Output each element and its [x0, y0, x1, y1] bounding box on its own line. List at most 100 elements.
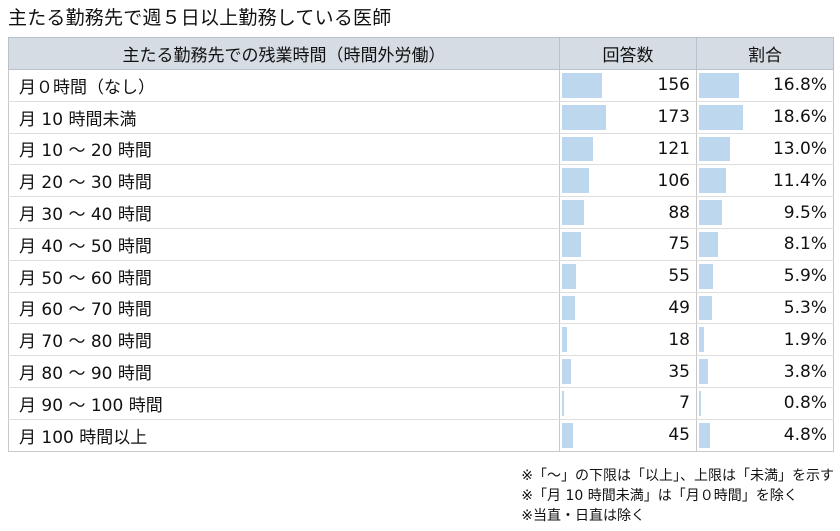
- footnote: ※「月 10 時間未満」は「月０時間」を除く: [521, 488, 798, 504]
- cell-count: 45: [559, 419, 697, 452]
- cell-ratio: 3.8%: [696, 355, 834, 388]
- cell-ratio: 1.9%: [696, 323, 834, 357]
- cell-ratio: 5.3%: [696, 291, 834, 325]
- cell-count: 18: [559, 323, 697, 357]
- data-bar-count: [562, 422, 574, 448]
- row-label: 月 40 ～ 50 時間: [8, 228, 560, 261]
- cell-count: 75: [559, 228, 697, 261]
- footnotes: ※「～」の下限は「以上」、上限は「未満」を示す ※「月 10 時間未満」は「月０…: [521, 466, 834, 526]
- value-ratio: 0.8%: [783, 393, 827, 414]
- header-category: 主たる勤務先での残業時間（時間外労働）: [8, 37, 560, 70]
- table-row: 月 100 時間以上 45 4.8%: [8, 419, 834, 452]
- data-bar-ratio: [699, 168, 726, 194]
- value-count: 121: [657, 138, 690, 159]
- cell-ratio: 9.5%: [696, 196, 834, 229]
- cell-count: 173: [559, 101, 697, 134]
- table-row: 月０時間（なし） 156 16.8%: [8, 69, 834, 102]
- value-count: 106: [657, 170, 690, 191]
- cell-ratio: 16.8%: [696, 69, 834, 102]
- data-bar-ratio: [699, 359, 708, 384]
- table-row: 月 60 ～ 70 時間 49 5.3%: [8, 291, 834, 325]
- row-label: 月０時間（なし）: [8, 69, 560, 102]
- value-ratio: 5.3%: [783, 297, 827, 318]
- row-label: 月 80 ～ 90 時間: [8, 355, 560, 388]
- cell-count: 7: [559, 387, 697, 420]
- data-bar-ratio: [699, 390, 701, 416]
- value-ratio: 1.9%: [783, 329, 827, 350]
- table-row: 月 30 ～ 40 時間 88 9.5%: [8, 196, 834, 229]
- row-label: 月 70 ～ 80 時間: [8, 323, 560, 357]
- data-bar-count: [562, 231, 582, 257]
- table-header-row: 主たる勤務先での残業時間（時間外労働） 回答数 割合: [8, 37, 834, 70]
- row-label: 月 20 ～ 30 時間: [8, 164, 560, 198]
- value-count: 7: [679, 393, 690, 414]
- data-bar-count: [562, 263, 576, 289]
- value-count: 18: [668, 329, 690, 350]
- header-count: 回答数: [559, 37, 697, 70]
- row-label: 月 30 ～ 40 時間: [8, 196, 560, 229]
- row-label: 月 60 ～ 70 時間: [8, 291, 560, 325]
- table-row: 月 40 ～ 50 時間 75 8.1%: [8, 228, 834, 261]
- table-row: 月 80 ～ 90 時間 35 3.8%: [8, 355, 834, 388]
- data-bar-count: [562, 295, 575, 321]
- data-bar-count: [562, 73, 602, 98]
- data-bar-count: [562, 200, 585, 225]
- cell-count: 55: [559, 260, 697, 293]
- cell-ratio: 4.8%: [696, 419, 834, 452]
- table-row: 月 20 ～ 30 時間 106 11.4%: [8, 164, 834, 198]
- data-bar-ratio: [699, 422, 711, 448]
- value-ratio: 5.9%: [783, 266, 827, 287]
- cell-count: 106: [559, 164, 697, 198]
- cell-count: 121: [559, 132, 697, 166]
- table-row: 月 10 ～ 20 時間 121 13.0%: [8, 132, 834, 166]
- data-bar-count: [562, 359, 571, 384]
- footnote: ※当直・日直は除く: [521, 508, 645, 524]
- table-row: 月 50 ～ 60 時間 55 5.9%: [8, 260, 834, 293]
- row-label: 月 100 時間以上: [8, 419, 560, 452]
- data-bar-ratio: [699, 73, 739, 98]
- data-bar-count: [562, 390, 564, 416]
- cell-ratio: 11.4%: [696, 164, 834, 198]
- row-label: 月 50 ～ 60 時間: [8, 260, 560, 293]
- value-ratio: 9.5%: [783, 202, 827, 223]
- data-bar-ratio: [699, 136, 730, 162]
- data-bar-ratio: [699, 104, 743, 130]
- value-ratio: 8.1%: [783, 234, 827, 255]
- value-ratio: 16.8%: [772, 75, 827, 96]
- data-bar-count: [562, 136, 593, 162]
- cell-count: 88: [559, 196, 697, 229]
- cell-count: 49: [559, 291, 697, 325]
- table-row: 月 90 ～ 100 時間 7 0.8%: [8, 387, 834, 420]
- data-bar-count: [562, 327, 567, 353]
- cell-ratio: 8.1%: [696, 228, 834, 261]
- value-ratio: 13.0%: [772, 138, 827, 159]
- overtime-table: 主たる勤務先での残業時間（時間外労働） 回答数 割合 月０時間（なし） 156 16…: [8, 37, 834, 452]
- cell-count: 156: [559, 69, 697, 102]
- value-count: 45: [668, 425, 690, 446]
- value-count: 55: [668, 266, 690, 287]
- row-label: 月 90 ～ 100 時間: [8, 387, 560, 420]
- cell-ratio: 18.6%: [696, 101, 834, 134]
- value-count: 75: [668, 234, 690, 255]
- cell-ratio: 5.9%: [696, 260, 834, 293]
- data-bar-ratio: [699, 295, 712, 321]
- data-bar-ratio: [699, 263, 713, 289]
- cell-ratio: 0.8%: [696, 387, 834, 420]
- cell-ratio: 13.0%: [696, 132, 834, 166]
- value-ratio: 18.6%: [772, 107, 827, 128]
- row-label: 月 10 ～ 20 時間: [8, 132, 560, 166]
- table-row: 月 70 ～ 80 時間 18 1.9%: [8, 323, 834, 357]
- header-ratio: 割合: [696, 37, 834, 70]
- value-count: 49: [668, 297, 690, 318]
- value-count: 88: [668, 202, 690, 223]
- row-label: 月 10 時間未満: [8, 101, 560, 134]
- table-row: 月 10 時間未満 173 18.6%: [8, 101, 834, 134]
- cell-count: 35: [559, 355, 697, 388]
- data-bar-count: [562, 104, 606, 130]
- value-ratio: 3.8%: [783, 361, 827, 382]
- table-body: 月０時間（なし） 156 16.8% 月 10 時間未満 173 18.6% 月 10 ～ …: [8, 69, 834, 452]
- value-count: 173: [657, 107, 690, 128]
- value-count: 156: [657, 75, 690, 96]
- footnote: ※「～」の下限は「以上」、上限は「未満」を示す: [521, 468, 834, 484]
- page-title: 主たる勤務先で週５日以上勤務している医師: [8, 7, 392, 29]
